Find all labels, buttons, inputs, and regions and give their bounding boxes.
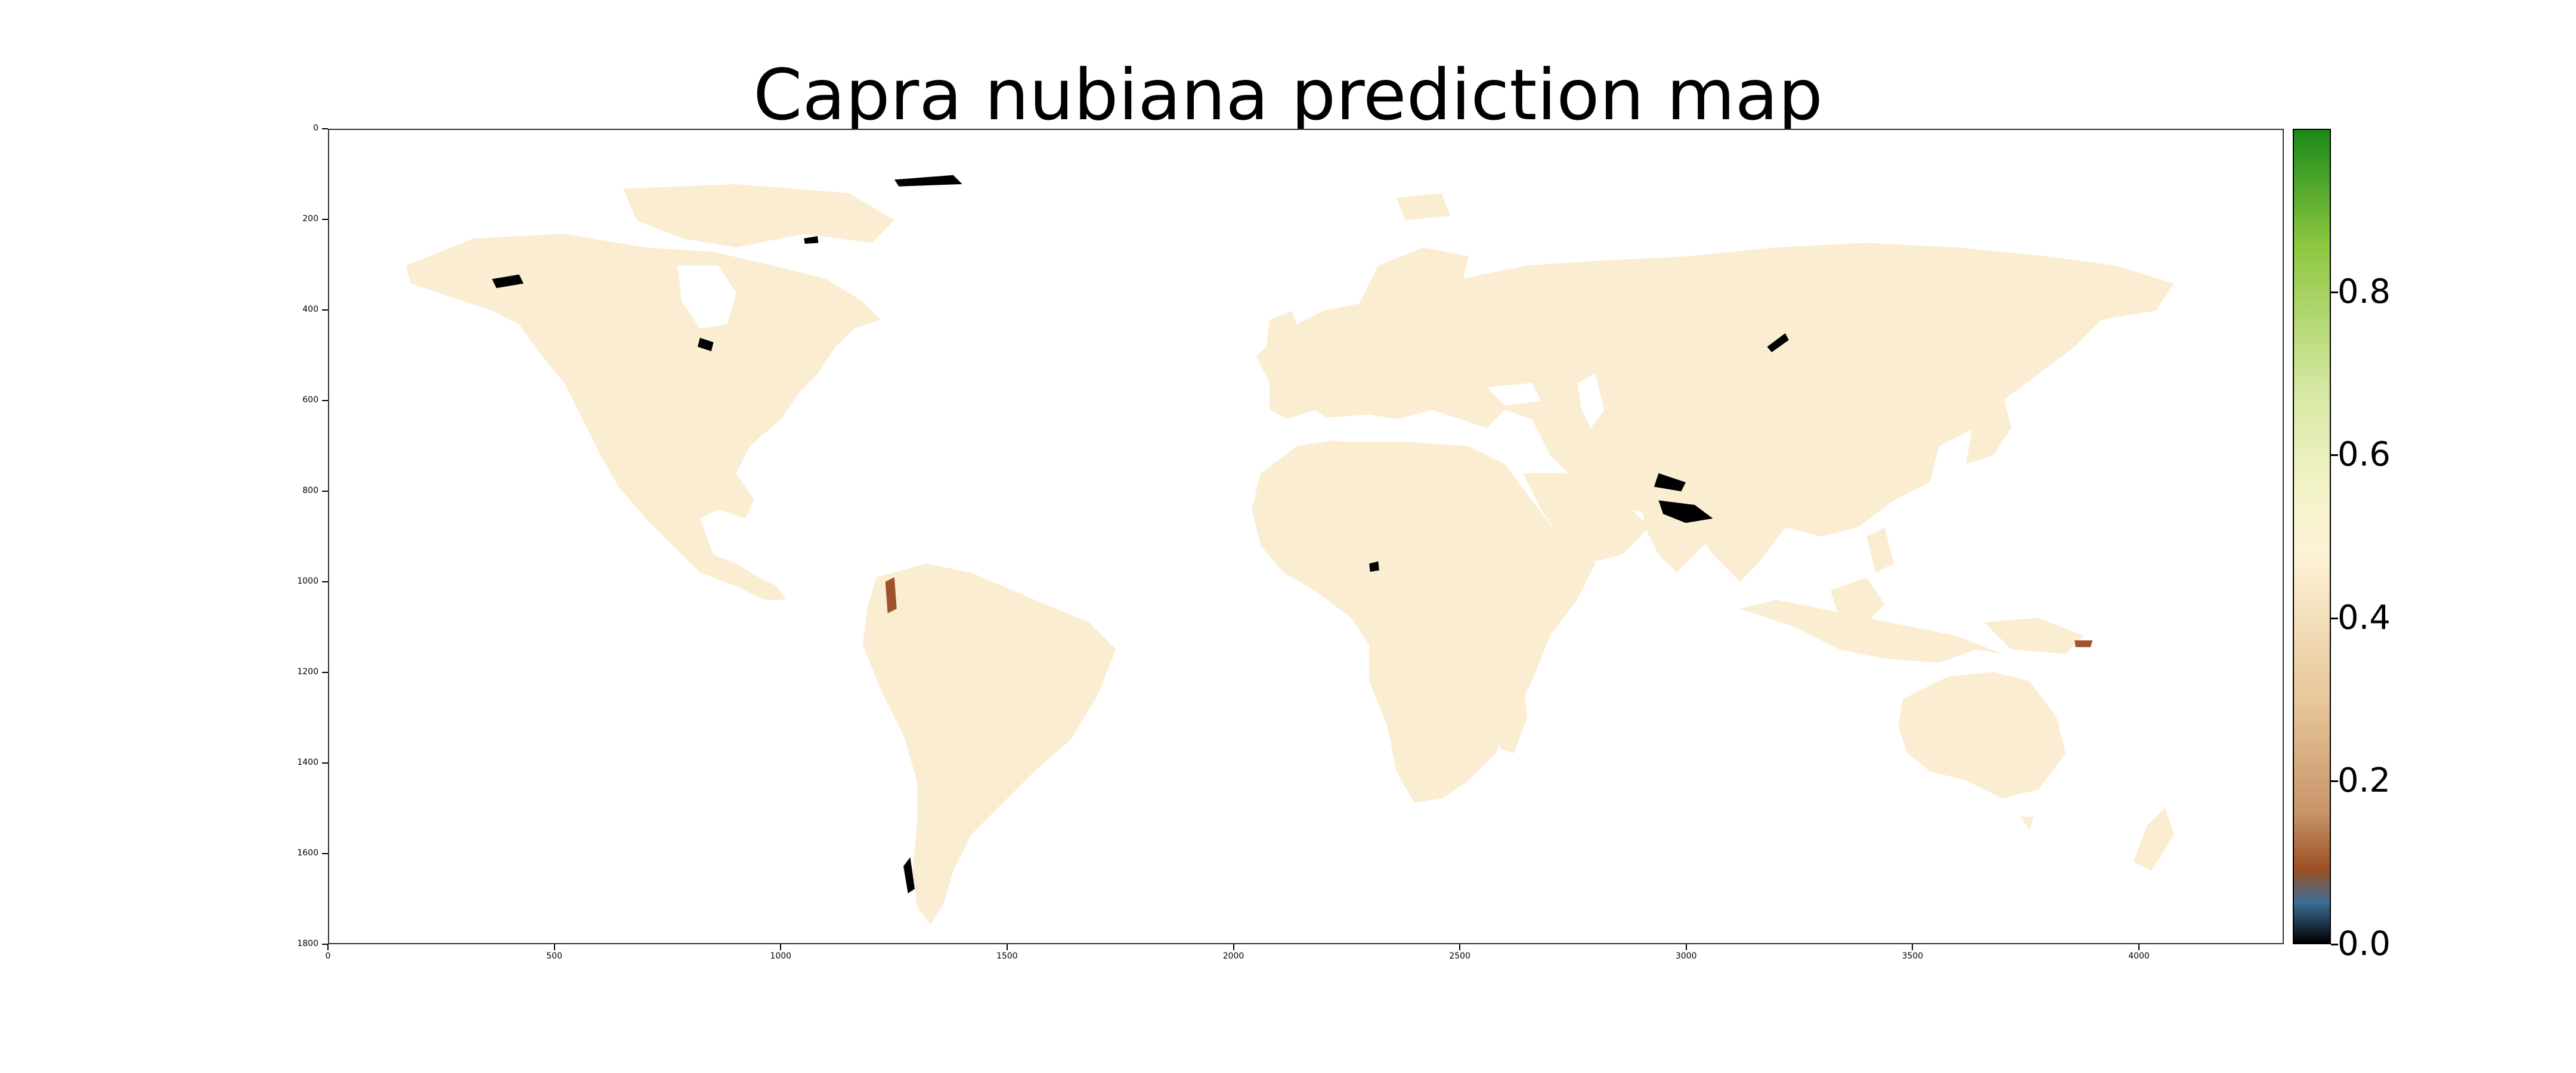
map-title: Capra nubiana prediction map — [753, 54, 1823, 136]
colorbar-tick-mark — [2331, 617, 2338, 619]
x-tick-mark — [327, 944, 329, 950]
y-tick-label: 1000 — [297, 576, 318, 586]
world-map — [405, 175, 2174, 925]
y-tick-label: 800 — [302, 486, 318, 495]
tasmania — [2020, 816, 2034, 830]
y-tick-mark — [322, 219, 328, 220]
mediterranean — [1306, 414, 1487, 446]
x-tick-mark — [2138, 944, 2140, 950]
x-tick-label: 1000 — [770, 951, 792, 961]
y-tick-label: 0 — [313, 123, 318, 133]
x-tick-mark — [1685, 944, 1687, 950]
y-tick-label: 1600 — [297, 848, 318, 858]
south-america — [862, 563, 1116, 925]
x-tick-mark — [1459, 944, 1461, 950]
japan — [1966, 392, 2011, 464]
x-tick-mark — [1912, 944, 1914, 950]
y-tick-mark — [322, 128, 328, 129]
arctic-islands — [623, 184, 894, 248]
hudson-bay — [677, 265, 736, 329]
x-tick-label: 4000 — [2128, 951, 2150, 961]
colorbar-tick-mark — [2331, 780, 2338, 783]
x-tick-label: 1500 — [996, 951, 1018, 961]
y-tick-mark — [322, 400, 328, 401]
arabia — [1523, 473, 1650, 564]
x-tick-mark — [780, 944, 782, 950]
low-prediction-areas — [492, 175, 1789, 894]
indonesia — [1740, 600, 2002, 663]
y-tick-mark — [322, 491, 328, 492]
colorbar-tick-mark — [2331, 944, 2338, 945]
north-america — [405, 234, 881, 600]
y-tick-mark — [322, 853, 328, 854]
y-tick-mark — [322, 581, 328, 582]
y-tick-label: 1800 — [297, 939, 318, 948]
colorbar-tick-label: 0.4 — [2337, 598, 2391, 637]
colorbar-tick-label: 0.2 — [2337, 761, 2391, 801]
y-tick-mark — [322, 944, 328, 945]
x-tick-label: 2000 — [1222, 951, 1244, 961]
x-tick-mark — [1006, 944, 1008, 950]
x-tick-label: 500 — [546, 951, 562, 961]
greenland — [872, 175, 1035, 302]
y-tick-label: 400 — [302, 305, 318, 314]
australia — [1898, 672, 2066, 799]
mid-low-areas — [885, 577, 2093, 647]
colorbar-tick-label: 0.0 — [2337, 925, 2391, 963]
eurasia — [1256, 243, 2174, 582]
borneo — [1830, 577, 1885, 622]
y-tick-mark — [322, 762, 328, 764]
x-tick-mark — [1233, 944, 1234, 950]
y-tick-label: 1400 — [297, 758, 318, 767]
y-tick-label: 1200 — [297, 667, 318, 677]
map-plot-area — [328, 129, 2284, 944]
x-tick-label: 2500 — [1449, 951, 1470, 961]
x-tick-label: 3000 — [1675, 951, 1697, 961]
y-tick-mark — [322, 309, 328, 311]
british-isles — [1265, 311, 1302, 365]
y-tick-mark — [322, 672, 328, 673]
new-zealand — [2133, 807, 2174, 871]
y-tick-label: 600 — [302, 395, 318, 405]
svalbard — [1396, 193, 1451, 221]
colorbar — [2293, 129, 2331, 944]
x-tick-label: 0 — [325, 951, 331, 961]
new-guinea — [1984, 618, 2084, 655]
black-sea — [1487, 383, 1541, 406]
colorbar-tick-label: 0.8 — [2337, 272, 2391, 311]
colorbar-tick-label: 0.6 — [2337, 435, 2391, 475]
scandinavia — [1351, 247, 1469, 347]
colorbar-tick-mark — [2331, 291, 2338, 293]
philippines — [1866, 527, 1894, 573]
x-tick-mark — [553, 944, 555, 950]
colorbar-tick-mark — [2331, 454, 2338, 457]
caspian — [1577, 374, 1605, 429]
madagascar — [1500, 686, 1528, 753]
landmasses — [405, 175, 2174, 925]
x-tick-label: 3500 — [1902, 951, 1924, 961]
y-tick-label: 200 — [302, 214, 318, 224]
